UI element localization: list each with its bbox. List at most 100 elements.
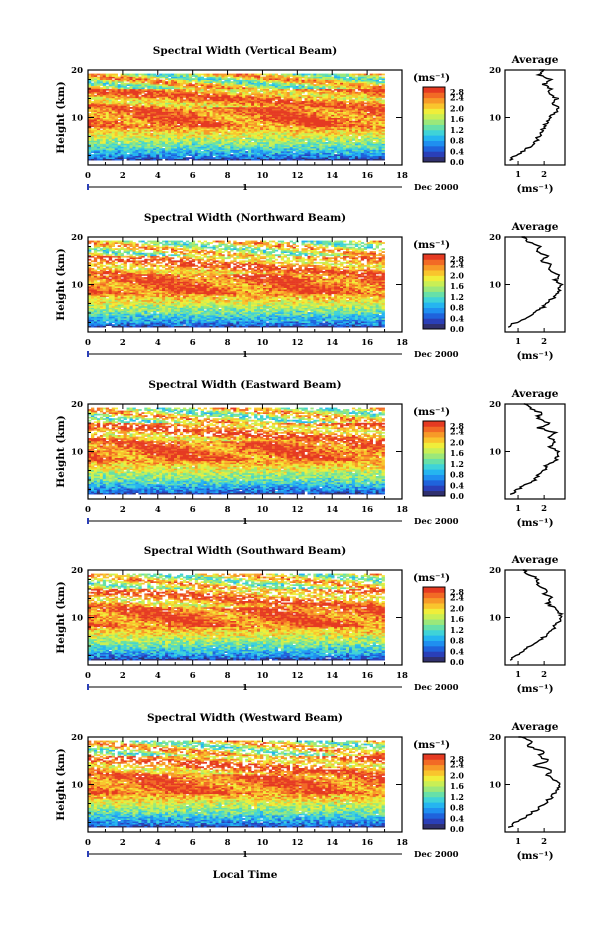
x-tick-label: 2 [120, 171, 126, 181]
colorbar-segment [423, 490, 445, 497]
colorbar-segment [423, 754, 445, 760]
x-tick-label: 10 [257, 171, 269, 181]
colorbar-tick-label: 2.8 [450, 87, 464, 97]
colorbar-segment [423, 592, 445, 599]
colorbar-segment [423, 264, 445, 271]
colorbar-segment [423, 613, 445, 620]
colorbar-tick-label: 1.6 [450, 448, 464, 458]
colorbar-segment [423, 421, 445, 427]
colorbar-tick-label: 2.0 [450, 437, 464, 447]
panel-westward: Spectral Width (Westward Beam)0 2 4 6 8 10 12 1… [55, 712, 566, 862]
profile-y-tick-label: 20 [489, 733, 501, 743]
profile-x-label: (ms⁻¹) [516, 517, 553, 529]
colorbar-segment [423, 151, 445, 158]
x-tick-label: 16 [361, 671, 373, 681]
colorbar-unit: (ms⁻¹) [413, 239, 450, 251]
profile-y-tick-label: 10 [489, 781, 501, 791]
colorbar-segment [423, 458, 445, 465]
date-month-label: Dec 2000 [414, 350, 459, 360]
y-tick-label: 20 [71, 733, 83, 743]
y-tick-label: 20 [71, 233, 83, 243]
colorbar-tick-label: 2.8 [450, 587, 464, 597]
x-axis-label: Local Time [213, 869, 278, 881]
y-tick-label: 10 [71, 781, 83, 791]
colorbar-segment [423, 818, 445, 825]
y-tick-label: 10 [71, 281, 83, 291]
profile-frame [504, 736, 566, 833]
profile-frame [504, 403, 566, 500]
profile-y-tick-label: 10 [489, 614, 501, 624]
x-tick-label: 14 [326, 338, 338, 348]
colorbar-segment [423, 780, 445, 787]
colorbar-segment [423, 485, 445, 492]
colorbar-tick-label: 1.6 [450, 281, 464, 291]
colorbar-segment [423, 791, 445, 798]
colorbar-segment [423, 129, 445, 136]
x-tick-label: 14 [326, 505, 338, 515]
x-tick-label: 0 [85, 505, 91, 515]
colorbar-tick-label: 2.4 [450, 593, 464, 603]
colorbar-frame [422, 753, 446, 830]
colorbar-segment [423, 619, 445, 625]
profile-line [509, 569, 565, 661]
colorbar-segment [423, 145, 445, 152]
x-tick-label: 12 [291, 505, 303, 515]
panel-title: Spectral Width (Vertical Beam) [153, 45, 337, 57]
profile-title: Average [511, 721, 559, 733]
y-tick-label: 20 [71, 566, 83, 576]
x-tick-label: 12 [291, 671, 303, 681]
colorbar-tick-label: 2.0 [450, 270, 464, 280]
colorbar-tick-label: 0.8 [450, 803, 464, 813]
x-tick-label: 2 [120, 505, 126, 515]
colorbar-tick-label: 0.4 [450, 480, 464, 490]
y-tick-label: 10 [71, 114, 83, 124]
profile-line [507, 736, 561, 828]
colorbar-tick-label: 0.4 [450, 313, 464, 323]
colorbar-segment [423, 87, 445, 93]
colorbar-segment [423, 474, 445, 481]
x-tick-label: 16 [361, 171, 373, 181]
panel-title: Spectral Width (Eastward Beam) [148, 379, 341, 391]
x-tick-label: 16 [361, 838, 373, 848]
profile-y-tick-label: 20 [489, 566, 501, 576]
colorbar-tick-label: 0.0 [450, 157, 464, 167]
profile-y-tick-label: 10 [489, 114, 501, 124]
colorbar-tick-label: 2.4 [450, 760, 464, 770]
date-day-label: 1 [242, 850, 248, 860]
colorbar-segment [423, 135, 445, 141]
colorbar-tick-label: 0.0 [450, 324, 464, 334]
heatmap-field [88, 407, 385, 495]
profile-x-tick-label: 1 [515, 337, 521, 347]
x-tick-label: 8 [225, 838, 231, 848]
colorbar-frame [422, 86, 446, 163]
colorbar-tick-label: 2.8 [450, 421, 464, 431]
y-axis-label: Height (km) [55, 248, 67, 320]
x-tick-label: 2 [120, 838, 126, 848]
colorbar-segment [423, 286, 445, 292]
profile-y-tick-label: 10 [489, 448, 501, 458]
profile-x-tick-label: 2 [541, 504, 547, 514]
x-tick-label: 18 [396, 171, 408, 181]
colorbar-segment [423, 796, 445, 803]
y-axis-label: Height (km) [55, 415, 67, 487]
colorbar-segment [423, 645, 445, 652]
colorbar-tick-label: 0.8 [450, 470, 464, 480]
colorbar-segment [423, 624, 445, 631]
profile-x-tick-label: 2 [541, 170, 547, 180]
x-tick-label: 12 [291, 171, 303, 181]
colorbar-segment [423, 156, 445, 163]
colorbar-segment [423, 608, 445, 615]
date-month-label: Dec 2000 [414, 517, 459, 527]
y-axis-label: Height (km) [55, 748, 67, 820]
x-tick-label: 6 [190, 171, 196, 181]
colorbar-tick-label: 0.0 [450, 824, 464, 834]
x-tick-label: 8 [225, 505, 231, 515]
colorbar-segment [423, 823, 445, 830]
x-tick-label: 0 [85, 171, 91, 181]
colorbar-tick-label: 0.4 [450, 146, 464, 156]
y-tick-label: 20 [71, 66, 83, 76]
colorbar-tick-label: 2.8 [450, 754, 464, 764]
colorbar-unit: (ms⁻¹) [413, 572, 450, 584]
x-tick-label: 10 [257, 671, 269, 681]
colorbar-tick-label: 1.2 [450, 625, 464, 635]
